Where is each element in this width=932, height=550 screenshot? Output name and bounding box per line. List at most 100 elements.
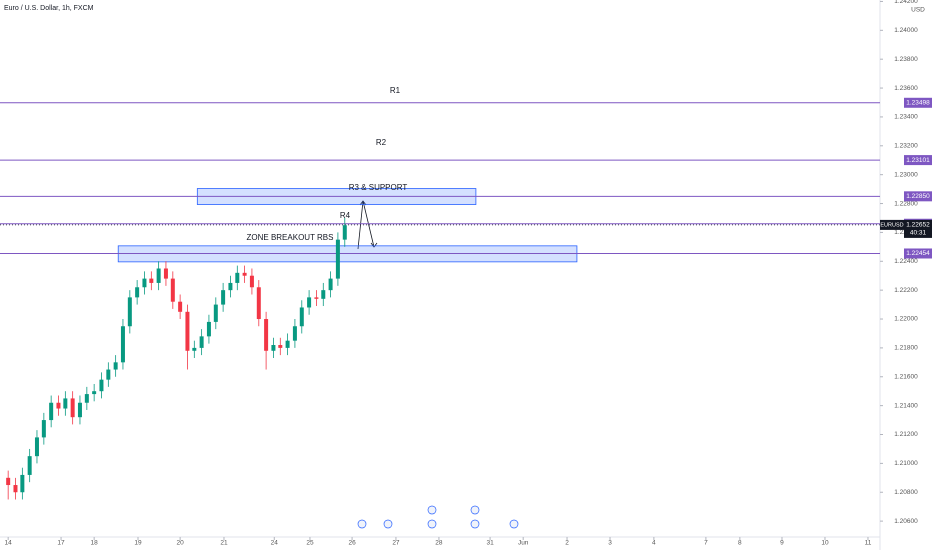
candle-body [342, 225, 347, 240]
y-tick-label: 1.21400 [894, 402, 918, 409]
candle-body [156, 268, 161, 283]
candle-body [20, 474, 25, 493]
level-tag [904, 97, 932, 108]
countdown-label: 40:31 [910, 230, 927, 237]
y-tick-label: 1.23400 [894, 114, 918, 121]
annotation: R2 [376, 138, 387, 147]
y-tick-label: 1.21600 [894, 373, 918, 380]
x-tick-label: 11 [865, 540, 872, 547]
x-tick-label: 31 [486, 540, 494, 547]
candle-body [41, 420, 46, 438]
candle-body [307, 297, 312, 308]
candle-body [213, 304, 218, 322]
symbol-label: EURUSD [880, 222, 903, 228]
candle-body [285, 340, 290, 348]
candle-body [278, 345, 283, 348]
last-price-tag [904, 219, 932, 238]
symbol-tag [880, 219, 904, 230]
arrow [357, 200, 378, 250]
y-tick-label: 1.23000 [894, 171, 918, 178]
candle-body [99, 379, 104, 392]
x-tick-label: 14 [5, 540, 13, 547]
candle-body [127, 297, 132, 327]
x-tick-label: 4 [652, 540, 656, 547]
level-label: 1.23101 [906, 157, 930, 164]
candle-body [120, 326, 125, 363]
candle-body [178, 301, 183, 312]
annotation: R3 & SUPPORT [349, 183, 408, 192]
level-label: 1.22454 [906, 250, 930, 257]
candle-body [27, 456, 32, 475]
x-tick-label: 28 [435, 540, 443, 547]
y-tick-label: 1.22400 [894, 258, 918, 265]
candle-body [271, 345, 276, 351]
level-label: 1.22850 [906, 193, 930, 200]
x-tick-label: 24 [271, 540, 279, 547]
x-tick-label: 18 [91, 540, 99, 547]
y-tick-label: 1.24000 [894, 27, 918, 34]
x-tick-label: 25 [306, 540, 314, 547]
x-tick-label: 3 [608, 540, 612, 547]
candle-body [49, 402, 54, 421]
x-tick-label: 8 [738, 540, 742, 547]
candle-body [13, 485, 18, 493]
y-tick-label: 1.22800 [894, 200, 918, 207]
y-tick-label: 1.22200 [894, 287, 918, 294]
candle-body [249, 275, 254, 288]
candle-body [92, 391, 97, 395]
y-tick-label: 1.21200 [894, 431, 918, 438]
x-tick-label: 7 [704, 540, 708, 547]
candle-body [264, 319, 269, 351]
annotation: R4 [340, 211, 351, 220]
candle-body [292, 326, 297, 341]
candle-body [170, 278, 175, 302]
annotation: R1 [390, 86, 401, 95]
candle-body [235, 272, 240, 283]
level-label: 1.23498 [906, 99, 930, 106]
candle-body [228, 282, 233, 291]
candle-body [113, 362, 118, 370]
currency-label: USD [911, 7, 925, 14]
y-tick-label: 1.23800 [894, 56, 918, 63]
candle-body [56, 402, 61, 409]
x-tick-label: 10 [821, 540, 829, 547]
candle-body [192, 347, 197, 351]
level-tag [904, 155, 932, 166]
x-tick-label: 9 [780, 540, 784, 547]
candle-body [221, 290, 226, 305]
x-tick-label: 26 [348, 540, 356, 547]
candle-body [256, 287, 261, 320]
candle-body [84, 394, 89, 403]
x-tick-label: 19 [134, 540, 142, 547]
level-tag [904, 191, 932, 202]
candle-body [149, 278, 154, 283]
x-tick-label: Jun [518, 540, 529, 547]
candle-body [299, 307, 304, 327]
candle-body [70, 398, 75, 418]
candle-body [328, 278, 333, 291]
x-tick-label: 17 [57, 540, 65, 547]
candle-body [77, 402, 82, 418]
x-tick-label: 21 [220, 540, 228, 547]
last-price-label: 1.22652 [906, 222, 930, 229]
candle-body [185, 311, 190, 351]
candle-body [63, 398, 68, 409]
y-tick-label: 1.20800 [894, 489, 918, 496]
chart-title: Euro / U.S. Dollar, 1h, FXCM [4, 5, 94, 12]
candle-body [6, 477, 11, 486]
candle-body [314, 297, 319, 299]
event-icons [357, 505, 519, 529]
candle-body [206, 321, 211, 337]
x-tick-label: 20 [177, 540, 185, 547]
y-tick-label: 1.24200 [894, 0, 918, 5]
y-tick-label: 1.23600 [894, 85, 918, 92]
x-tick-label: 2 [565, 540, 569, 547]
annotation: ZONE BREAKOUT RBS [247, 233, 334, 242]
candle-body [142, 278, 147, 288]
candle-body [163, 268, 168, 279]
y-tick-label: 1.21800 [894, 345, 918, 352]
level-tag [904, 248, 932, 259]
